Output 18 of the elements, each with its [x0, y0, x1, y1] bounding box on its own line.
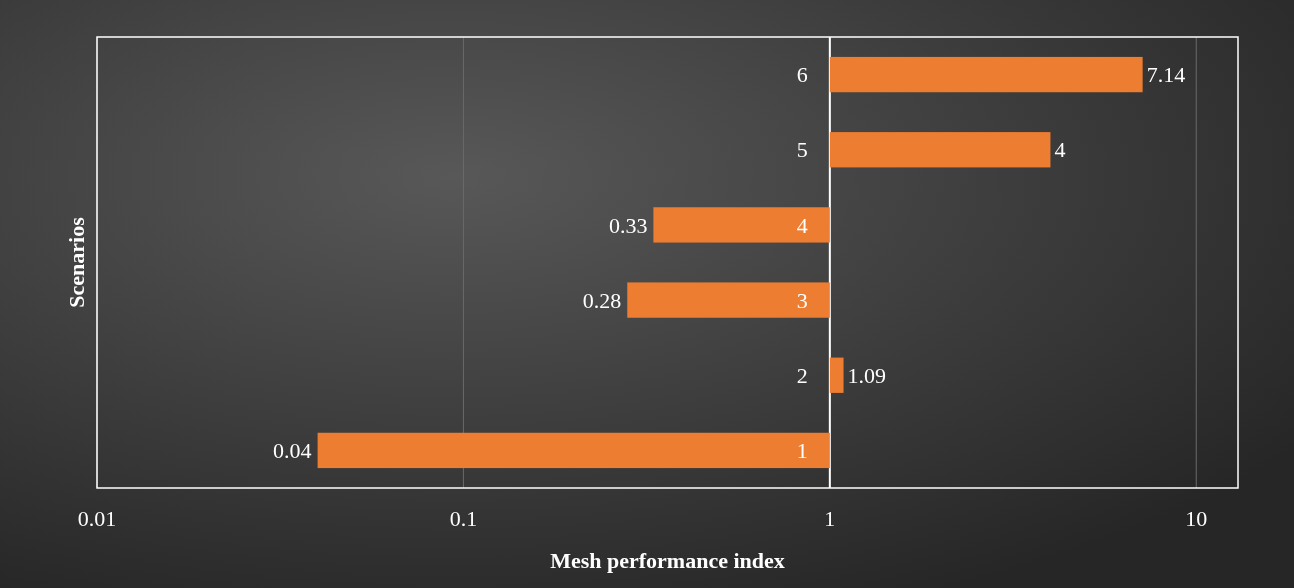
- data-label: 4: [1054, 137, 1066, 163]
- y-tick-label: 1: [796, 438, 808, 464]
- data-label: 7.14: [1146, 62, 1186, 88]
- data-label: 1.09: [847, 362, 887, 388]
- y-tick-label: 5: [796, 137, 808, 163]
- x-tick-label: 0.01: [77, 506, 117, 531]
- x-tick-label: 0.1: [449, 506, 478, 531]
- y-axis-title: Scenarios: [64, 216, 89, 308]
- y-tick-label: 4: [796, 212, 808, 238]
- data-label: 0.33: [608, 212, 648, 238]
- y-tick-label: 6: [796, 62, 808, 88]
- x-axis-title: Mesh performance index: [550, 548, 785, 573]
- y-tick-label: 3: [796, 287, 808, 313]
- x-tick-label: 10: [1185, 506, 1208, 531]
- x-tick-label: 1: [824, 506, 836, 531]
- data-label: 0.04: [273, 438, 312, 464]
- data-label: 0.28: [582, 287, 622, 313]
- y-tick-label: 2: [796, 362, 808, 388]
